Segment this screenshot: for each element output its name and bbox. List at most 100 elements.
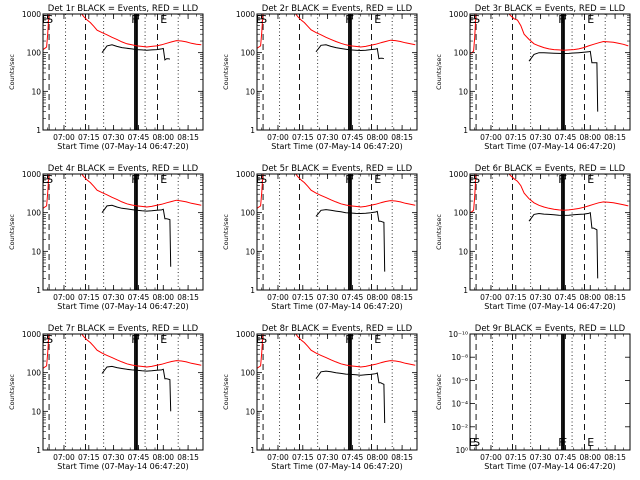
marker-letter: F: [558, 173, 564, 186]
x-tick-label: 07:30: [103, 293, 125, 302]
x-tick-label: 07:15: [78, 133, 100, 142]
marker-letter: S: [46, 13, 53, 26]
x-tick-label: 07:45: [342, 293, 364, 302]
series-lld-line: [43, 14, 202, 51]
y-tick-label: 10: [458, 87, 468, 96]
x-axis-label: Start Time (07-May-14 06:47:20): [271, 462, 402, 471]
series-events-line: [528, 211, 599, 279]
y-tick-label: 100: [241, 209, 256, 218]
x-tick-label: 07:00: [267, 453, 289, 462]
marker-letter: E: [160, 173, 167, 186]
marker-letter: F: [348, 13, 354, 26]
marker-letter: E: [469, 173, 476, 186]
marker-letter: E: [256, 173, 263, 186]
y-tick-label: 100: [454, 209, 469, 218]
x-tick-label: 07:45: [342, 453, 364, 462]
marker-letter: F: [131, 333, 137, 346]
x-tick-label: 08:00: [366, 453, 388, 462]
marker-letter: E: [469, 436, 476, 449]
y-tick-label: 10: [245, 407, 255, 416]
x-tick-label: 08:00: [579, 293, 601, 302]
series-events-line: [101, 204, 172, 267]
x-tick-label: 08:15: [604, 133, 626, 142]
x-tick-label: 07:30: [530, 133, 552, 142]
series-group: [43, 14, 202, 61]
x-tick-label: 08:15: [177, 453, 199, 462]
x-tick-label: 08:15: [604, 453, 626, 462]
y-tick-label: 1000: [236, 10, 255, 19]
plot-frame: [469, 173, 631, 291]
y-tick-label: 10⁻⁴: [451, 400, 468, 409]
plot-frame: [256, 13, 418, 131]
x-tick-label: 07:45: [555, 133, 577, 142]
plot-frame: [469, 13, 631, 131]
y-tick-label: 10: [31, 407, 41, 416]
y-axis-label: Counts/sec: [8, 214, 16, 250]
series-group: [470, 174, 629, 279]
y-tick-label: 10⁻⁶: [451, 376, 468, 385]
marker-letter: S: [260, 173, 267, 186]
x-tick-label: 07:00: [53, 453, 75, 462]
x-tick-label: 07:15: [505, 453, 527, 462]
x-tick-label: 08:00: [579, 133, 601, 142]
x-axis-label: Start Time (07-May-14 06:47:20): [484, 302, 615, 311]
marker-letter: E: [42, 333, 49, 346]
marker-letter: F: [561, 13, 567, 26]
marker-letter: E: [160, 333, 167, 346]
marker-letter: F: [561, 173, 567, 186]
marker-letter: E: [256, 333, 263, 346]
marker-letter: F: [131, 13, 137, 26]
y-tick-label: 100: [27, 209, 42, 218]
plot-frame: [256, 333, 418, 451]
x-tick-label: 07:15: [505, 133, 527, 142]
x-tick-label: 08:00: [366, 133, 388, 142]
x-tick-label: 08:00: [152, 453, 174, 462]
x-axis-label: Start Time (07-May-14 06:47:20): [271, 142, 402, 151]
x-tick-label: 07:15: [292, 453, 314, 462]
panel-title: Det 3r BLACK = Events, RED = LLD: [475, 4, 626, 14]
x-tick-label: 08:15: [177, 293, 199, 302]
marker-letter: S: [46, 173, 53, 186]
marker-letter: F: [134, 13, 140, 26]
x-axis-label: Start Time (07-May-14 06:47:20): [57, 142, 188, 151]
x-tick-label: 08:15: [391, 293, 413, 302]
marker-letter: E: [42, 13, 49, 26]
y-tick-label: 1000: [449, 10, 468, 19]
marker-letter: F: [348, 173, 354, 186]
plot-frame: [256, 173, 418, 291]
x-tick-label: 07:30: [103, 133, 125, 142]
y-tick-label: 1000: [22, 330, 41, 339]
plot-frame: [42, 173, 204, 291]
marker-letter: S: [46, 333, 53, 346]
y-tick-label: 10⁻⁸: [451, 353, 468, 362]
panel-title: Det 9r BLACK = Events, RED = LLD: [475, 324, 626, 334]
panel-title: Det 5r BLACK = Events, RED = LLD: [262, 164, 413, 174]
y-tick-label: 1: [250, 286, 255, 295]
marker-letter: F: [345, 13, 351, 26]
y-tick-label: 1000: [22, 10, 41, 19]
marker-letter: S: [473, 13, 480, 26]
x-tick-label: 07:15: [78, 453, 100, 462]
series-group: [43, 174, 202, 267]
y-axis-label: Counts/sec: [435, 54, 443, 90]
x-tick-label: 07:30: [530, 293, 552, 302]
marker-letter: F: [134, 333, 140, 346]
x-tick-label: 07:15: [292, 293, 314, 302]
x-tick-label: 07:00: [267, 293, 289, 302]
plot-frame: [42, 333, 204, 451]
series-group: [470, 14, 629, 112]
y-tick-label: 100: [241, 369, 256, 378]
y-tick-label: 1000: [22, 170, 41, 179]
marker-letter: E: [160, 13, 167, 26]
series-events-line: [101, 44, 171, 61]
marker-letter: E: [374, 173, 381, 186]
x-tick-label: 07:00: [53, 133, 75, 142]
series-events-line: [315, 370, 386, 424]
marker-letter: F: [345, 173, 351, 186]
x-tick-label: 07:45: [555, 453, 577, 462]
x-tick-label: 07:30: [317, 293, 339, 302]
